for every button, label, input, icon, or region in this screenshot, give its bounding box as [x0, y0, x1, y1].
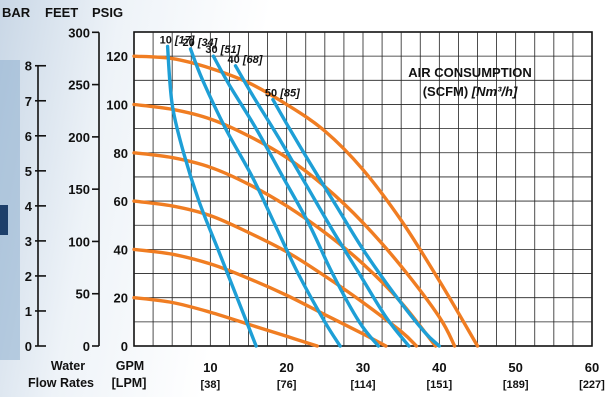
feet-tick-label: 50	[76, 287, 90, 302]
bar-tick-label: 0	[25, 339, 32, 354]
air-curve-nm3h: [51]	[220, 44, 241, 56]
x-axis: 10 [38] 20 [76] 30 [114] 40 [151] 50 [189] 60 [227]	[201, 360, 606, 391]
x-tick-label: 60	[585, 360, 599, 375]
air-curve	[211, 54, 380, 348]
x-tick-sublabel: [38]	[201, 379, 221, 391]
pressure-curves	[132, 54, 480, 348]
xlabel-water: Water	[51, 359, 85, 373]
bar-tick-label: 6	[25, 129, 32, 144]
psig-tick-label: 40	[114, 242, 128, 257]
feet-tick-label: 200	[68, 130, 90, 145]
feet-tick-label: 100	[68, 234, 90, 249]
air-curve	[271, 97, 441, 348]
air-curve	[165, 44, 258, 348]
xlabel-gpm: GPM	[116, 359, 144, 373]
air-curve-nm3h: [68]	[242, 54, 263, 66]
bar-tick-label: 4	[25, 199, 33, 214]
feet-tick-label: 0	[83, 339, 90, 354]
air-curve	[188, 47, 342, 348]
x-tick-label: 50	[508, 360, 522, 375]
air-curve-label: 10 [17]	[160, 34, 195, 46]
feet-header: FEET	[45, 5, 78, 20]
psig-tick-label: 60	[114, 194, 128, 209]
air-curve-scfm: 10	[160, 34, 175, 46]
bar-tick-label: 7	[25, 94, 32, 109]
psig-header: PSIG	[92, 5, 123, 20]
bar-tick-label: 1	[25, 304, 32, 319]
pressure-curve	[132, 296, 319, 348]
air-curve-scfm: 30	[205, 44, 220, 56]
air-consumption-curves: 10 [17]20 [34]30 [51]40 [68] 50 [85]	[160, 34, 441, 348]
x-tick-sublabel: [151]	[426, 379, 452, 391]
feet-axis: 0 50 100 150 200 250 300	[68, 25, 100, 354]
air-curve-label: 30 [51]	[205, 44, 240, 56]
bar-tick-label: 8	[25, 59, 32, 74]
subtitle-units: [Nm³/h]	[471, 84, 518, 99]
bar-header: BAR	[2, 5, 31, 20]
side-marker	[0, 205, 8, 235]
feet-tick-label: 150	[68, 182, 90, 197]
air-curve-scfm: 40	[228, 54, 243, 66]
side-band	[0, 60, 20, 360]
x-tick-sublabel: [76]	[277, 379, 297, 391]
psig-tick-label: 0	[121, 339, 128, 354]
psig-tick-label: 120	[106, 49, 128, 64]
x-tick-label: 40	[432, 360, 446, 375]
bar-tick-label: 3	[25, 234, 32, 249]
pressure-curve	[132, 247, 388, 348]
air-curve-label: 20 [34]	[182, 37, 217, 49]
x-tick-sublabel: [114]	[350, 379, 375, 391]
x-tick-label: 20	[279, 360, 293, 375]
xlabel-flow-rates: Flow Rates	[28, 376, 94, 390]
feet-tick-label: 250	[68, 78, 90, 93]
bar-tick-label: 2	[25, 269, 32, 284]
pressure-curve	[132, 54, 480, 348]
air-curve-nm3h: [17]	[174, 34, 195, 46]
pressure-curve	[132, 102, 457, 348]
bar-axis: 0 1 2 3 4 5 6 7 8	[25, 59, 46, 354]
air-curve-nm3h: [34]	[197, 37, 218, 49]
psig-tick-label: 80	[114, 146, 128, 161]
chart-subtitle: (SCFM) [Nm³/h]	[423, 84, 518, 99]
xlabel-lpm: [LPM]	[112, 376, 147, 390]
psig-axis: 0 20 40 60 80 100 120	[106, 49, 128, 354]
feet-tick-label: 300	[68, 25, 90, 40]
air-curve-scfm: 50	[265, 88, 280, 100]
bar-tick-label: 5	[25, 164, 32, 179]
psig-tick-label: 20	[114, 291, 128, 306]
x-tick-sublabel: [227]	[579, 379, 605, 391]
air-curve-scfm: 20	[182, 37, 197, 49]
subtitle-prefix: (SCFM)	[423, 84, 472, 99]
x-tick-sublabel: [189]	[503, 379, 529, 391]
psig-tick-label: 100	[106, 97, 128, 112]
chart-title: AIR CONSUMPTION	[408, 65, 532, 80]
air-curve-nm3h: [85]	[279, 88, 300, 100]
x-tick-label: 10	[203, 360, 217, 375]
air-curve	[233, 64, 411, 348]
air-curve-label: 40 [68]	[228, 54, 263, 66]
x-tick-label: 30	[356, 360, 370, 375]
air-curve-label: 50 [85]	[265, 88, 300, 100]
